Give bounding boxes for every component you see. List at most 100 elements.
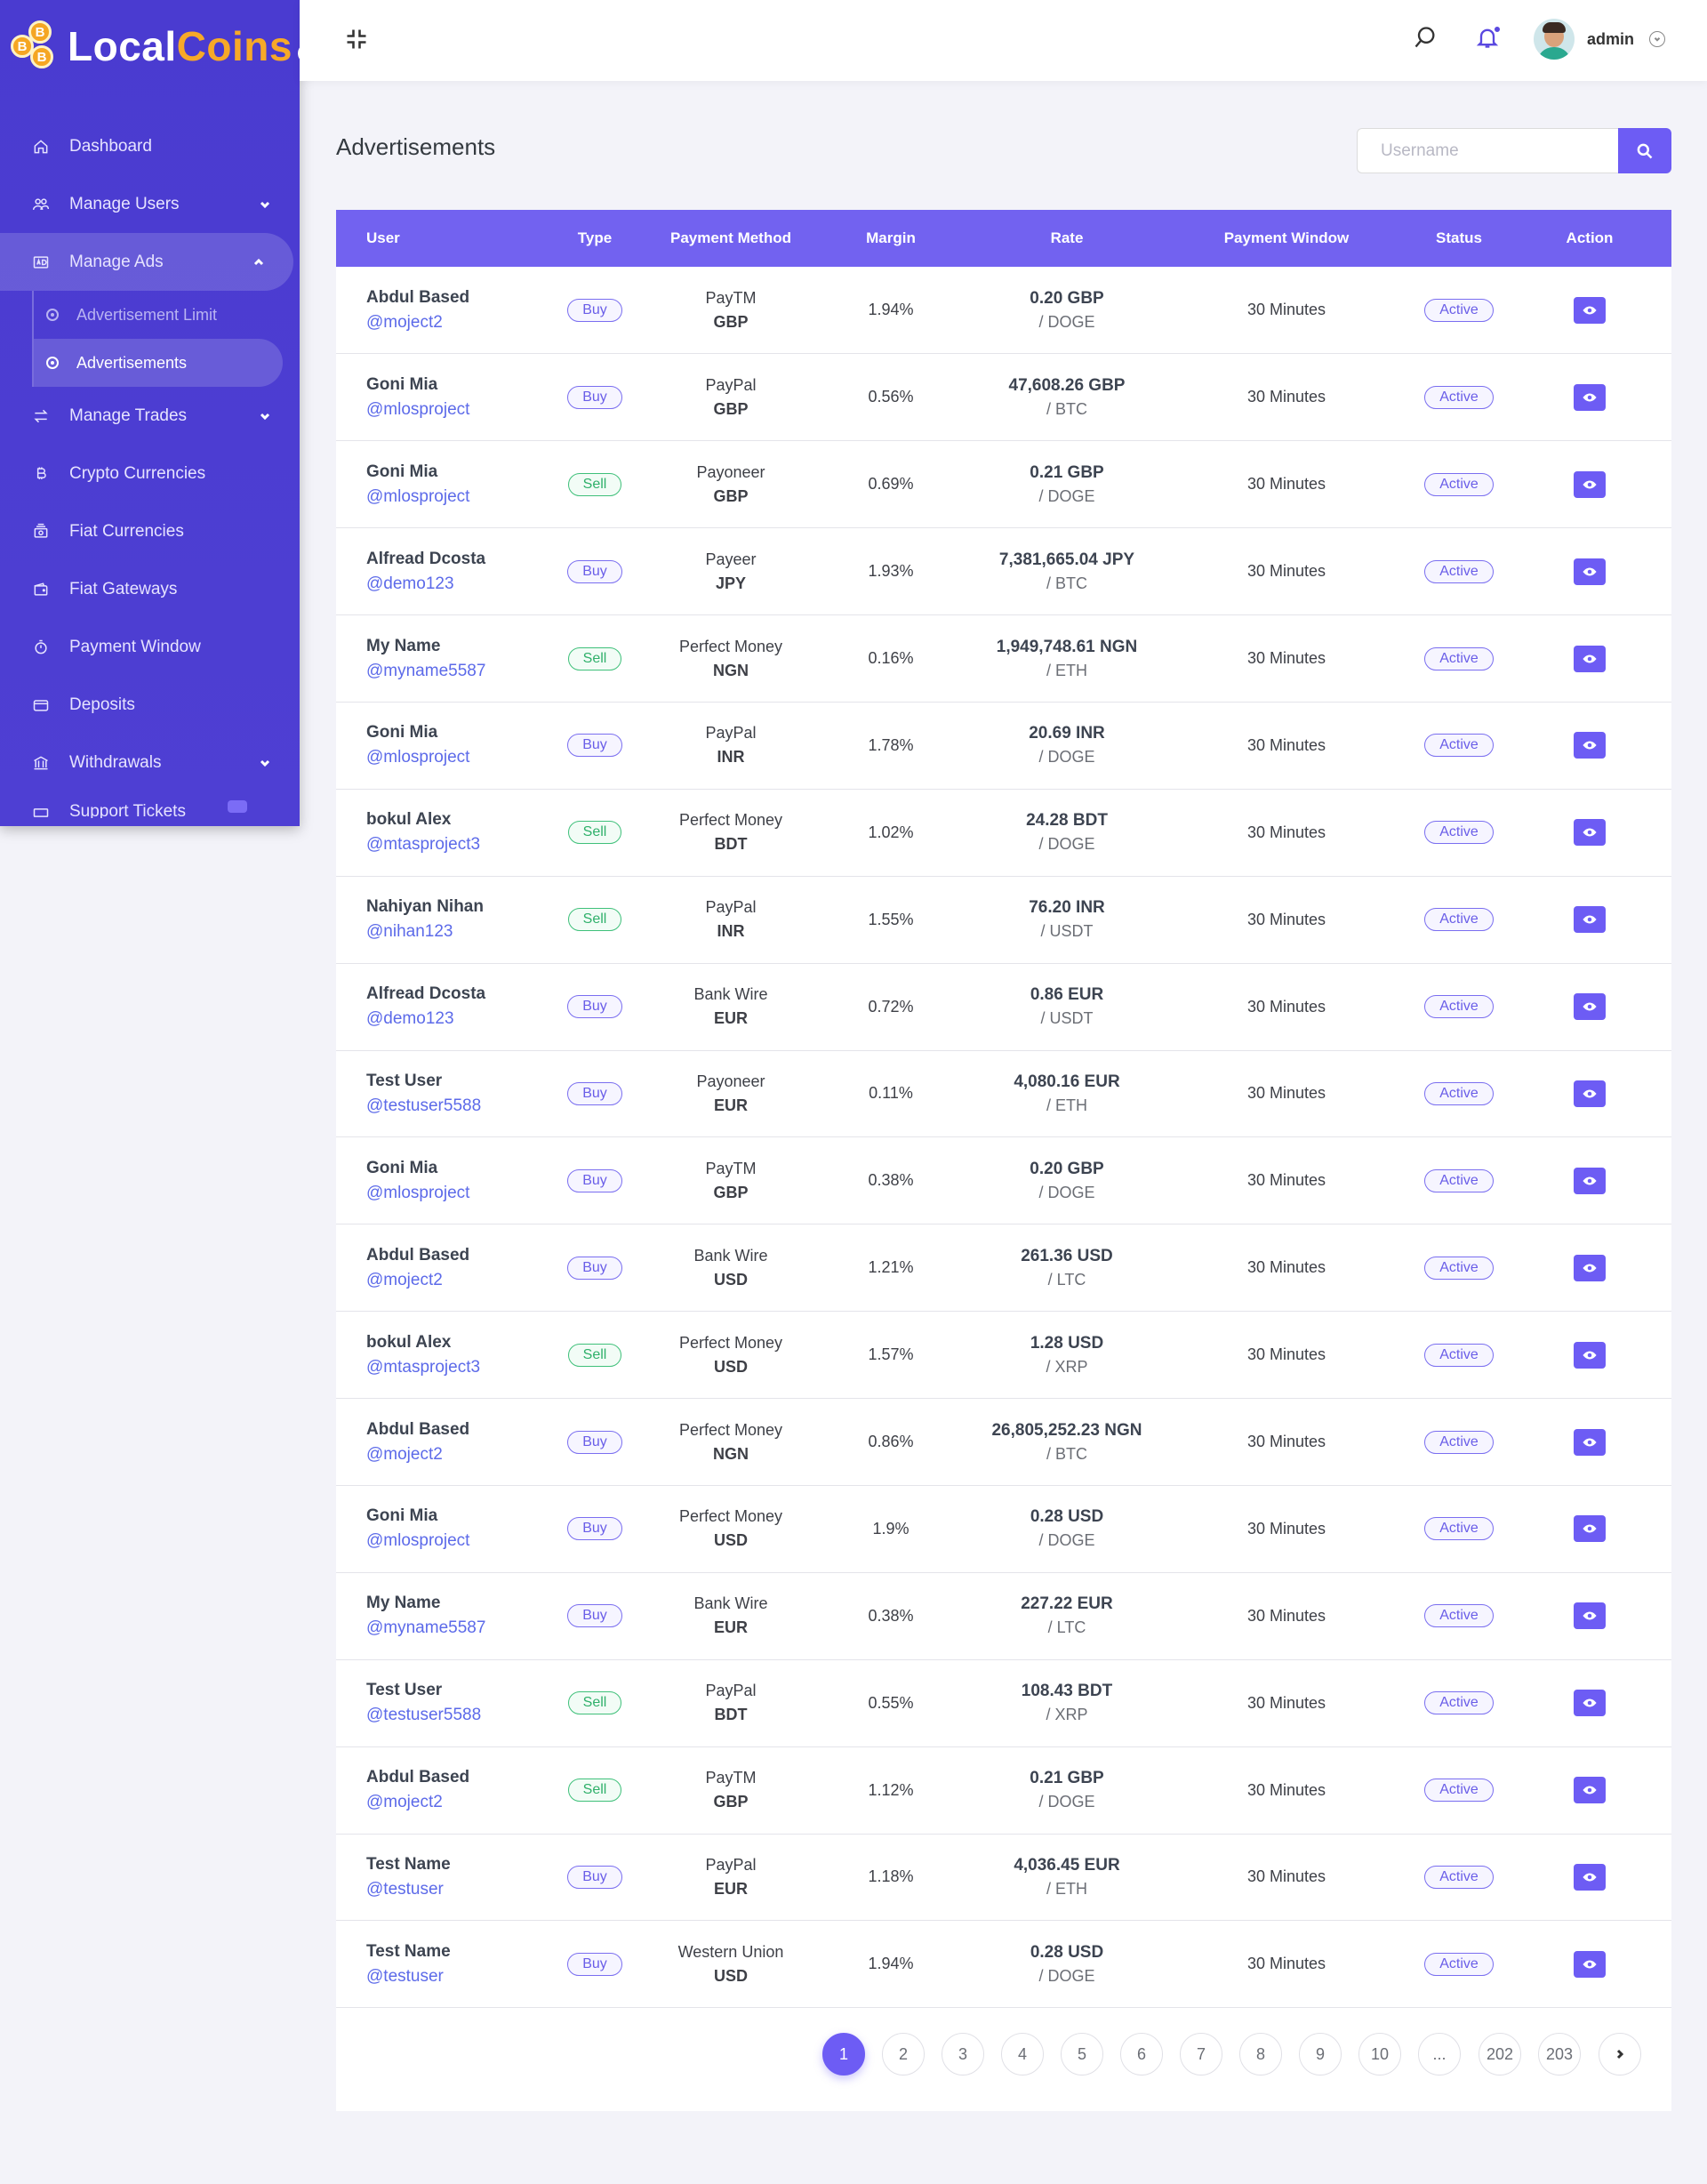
sidebar-subitem-label: Advertisement Limit <box>76 305 218 324</box>
view-button[interactable] <box>1574 296 1606 324</box>
view-button[interactable] <box>1574 906 1606 934</box>
eye-icon <box>1583 1698 1597 1707</box>
view-button[interactable] <box>1574 383 1606 411</box>
page-button-8[interactable]: 8 <box>1239 2033 1282 2076</box>
sidebar-item-fiat-gateways[interactable]: Fiat Gateways <box>0 560 300 618</box>
col-rate: Rate <box>1050 229 1084 246</box>
view-button[interactable] <box>1574 558 1606 585</box>
user-handle-link[interactable]: @moject2 <box>366 1793 443 1812</box>
payment-method-name: Payoneer <box>696 462 765 481</box>
sidebar-item-deposits[interactable]: Deposits <box>0 676 300 734</box>
view-button[interactable] <box>1574 1950 1606 1978</box>
user-handle-link[interactable]: @mtasproject3 <box>366 835 481 855</box>
view-button[interactable] <box>1574 1602 1606 1630</box>
page-button-1[interactable]: 1 <box>822 2033 865 2076</box>
view-button[interactable] <box>1574 1080 1606 1107</box>
eye-icon <box>1583 1351 1597 1360</box>
view-button[interactable] <box>1574 1341 1606 1369</box>
search-input[interactable] <box>1357 128 1618 173</box>
user-handle-link[interactable]: @moject2 <box>366 1270 443 1289</box>
page-button-7[interactable]: 7 <box>1180 2033 1222 2076</box>
collapse-icon[interactable] <box>344 27 369 52</box>
view-button[interactable] <box>1574 470 1606 498</box>
view-button[interactable] <box>1574 1167 1606 1194</box>
cell-payment-window: 30 Minutes <box>1246 910 1326 928</box>
sidebar-item-manage-users[interactable]: Manage Users <box>0 175 300 233</box>
page-button-6[interactable]: 6 <box>1120 2033 1163 2076</box>
page-button-203[interactable]: 203 <box>1538 2033 1581 2076</box>
page-button-4[interactable]: 4 <box>1001 2033 1044 2076</box>
type-badge: Buy <box>567 1168 622 1192</box>
user-fullname: Goni Mia <box>366 723 438 743</box>
next-page-button[interactable] <box>1599 2033 1641 2076</box>
cell-action <box>1508 1224 1671 1312</box>
cell-margin: 1.93% <box>868 562 914 581</box>
type-badge: Sell <box>567 908 622 932</box>
user-handle-link[interactable]: @testuser <box>366 1879 444 1899</box>
view-button[interactable] <box>1574 1777 1606 1804</box>
page-button-2[interactable]: 2 <box>882 2033 925 2076</box>
user-handle-link[interactable]: @demo123 <box>366 1009 454 1029</box>
cell-rate: 108.43 BDT / XRP <box>971 1659 1163 1746</box>
payment-method-name: Perfect Money <box>678 1333 783 1352</box>
sidebar-item-support-tickets[interactable]: Support Tickets <box>0 791 300 818</box>
user-name[interactable]: admin <box>1587 30 1635 48</box>
view-button[interactable] <box>1574 1863 1606 1891</box>
sidebar-item-manage-ads[interactable]: Manage Ads <box>0 233 293 291</box>
user-handle-link[interactable]: @demo123 <box>366 574 454 593</box>
sidebar-item-dashboard[interactable]: Dashboard <box>0 117 300 175</box>
user-handle-link[interactable]: @mlosproject <box>366 486 470 506</box>
user-fullname: Test Name <box>366 1854 451 1874</box>
user-handle-link[interactable]: @testuser5588 <box>366 1096 482 1115</box>
user-handle-link[interactable]: @testuser <box>366 1966 444 1986</box>
page-button-3[interactable]: 3 <box>942 2033 984 2076</box>
view-button[interactable] <box>1574 645 1606 672</box>
view-button[interactable] <box>1574 732 1606 759</box>
user-handle-link[interactable]: @myname5587 <box>366 1618 486 1638</box>
user-handle-link[interactable]: @moject2 <box>366 312 443 332</box>
sidebar-item-manage-trades[interactable]: Manage Trades <box>0 387 300 445</box>
user-handle-link[interactable]: @nihan123 <box>366 922 453 942</box>
search-button[interactable] <box>1618 128 1671 173</box>
view-button[interactable] <box>1574 819 1606 847</box>
user-handle-link[interactable]: @mtasproject3 <box>366 1357 481 1377</box>
table-row: Abdul Based @moject2 Buy Perfect Money NGN 0.… <box>336 1399 1671 1486</box>
money-icon <box>30 521 52 542</box>
user-handle-link[interactable]: @testuser5588 <box>366 1706 482 1725</box>
user-handle-link[interactable]: @mlosproject <box>366 399 470 419</box>
sidebar-item-label: Support Tickets <box>69 802 186 818</box>
view-button[interactable] <box>1574 993 1606 1021</box>
page-button-5[interactable]: 5 <box>1061 2033 1103 2076</box>
view-button[interactable] <box>1574 1515 1606 1543</box>
page-button-202[interactable]: 202 <box>1479 2033 1521 2076</box>
view-button[interactable] <box>1574 1254 1606 1281</box>
cell-status: Active <box>1410 1312 1508 1399</box>
type-badge: Buy <box>567 995 622 1019</box>
sidebar-item-fiat-currencies[interactable]: Fiat Currencies <box>0 502 300 560</box>
notification-bell-icon[interactable] <box>1475 25 1503 53</box>
view-button[interactable] <box>1574 1690 1606 1717</box>
user-handle-link[interactable]: @mlosproject <box>366 748 470 767</box>
sidebar-item-crypto-currencies[interactable]: Crypto Currencies <box>0 445 300 502</box>
chevron-down-icon[interactable] <box>1649 31 1665 47</box>
sidebar-subitem-advertisements[interactable]: Advertisements <box>34 339 283 387</box>
view-button[interactable] <box>1574 1428 1606 1456</box>
type-badge: Sell <box>567 1779 622 1803</box>
user-fullname: Abdul Based <box>366 1419 470 1439</box>
user-handle-link[interactable]: @moject2 <box>366 1444 443 1464</box>
cell-user: My Name @myname5587 <box>336 615 539 703</box>
page-button-10[interactable]: 10 <box>1358 2033 1401 2076</box>
user-handle-link[interactable]: @mlosproject <box>366 1183 470 1202</box>
user-handle-link[interactable]: @mlosproject <box>366 1531 470 1551</box>
user-handle-link[interactable]: @myname5587 <box>366 661 486 680</box>
cell-user: Goni Mia @mlosproject <box>336 354 539 441</box>
brand-logo[interactable]: B B B LocalCoins <box>11 20 300 73</box>
rate-value: 1,949,748.61 NGN <box>996 637 1138 656</box>
avatar[interactable] <box>1534 19 1575 60</box>
sidebar-item-withdrawals[interactable]: Withdrawals <box>0 734 300 791</box>
sidebar-item-payment-window[interactable]: Payment Window <box>0 618 300 676</box>
cell-status: Active <box>1410 354 1508 441</box>
page-button-9[interactable]: 9 <box>1299 2033 1342 2076</box>
sidebar-subitem-advertisement-limit[interactable]: Advertisement Limit <box>34 291 300 339</box>
search-icon[interactable] <box>1413 25 1441 53</box>
